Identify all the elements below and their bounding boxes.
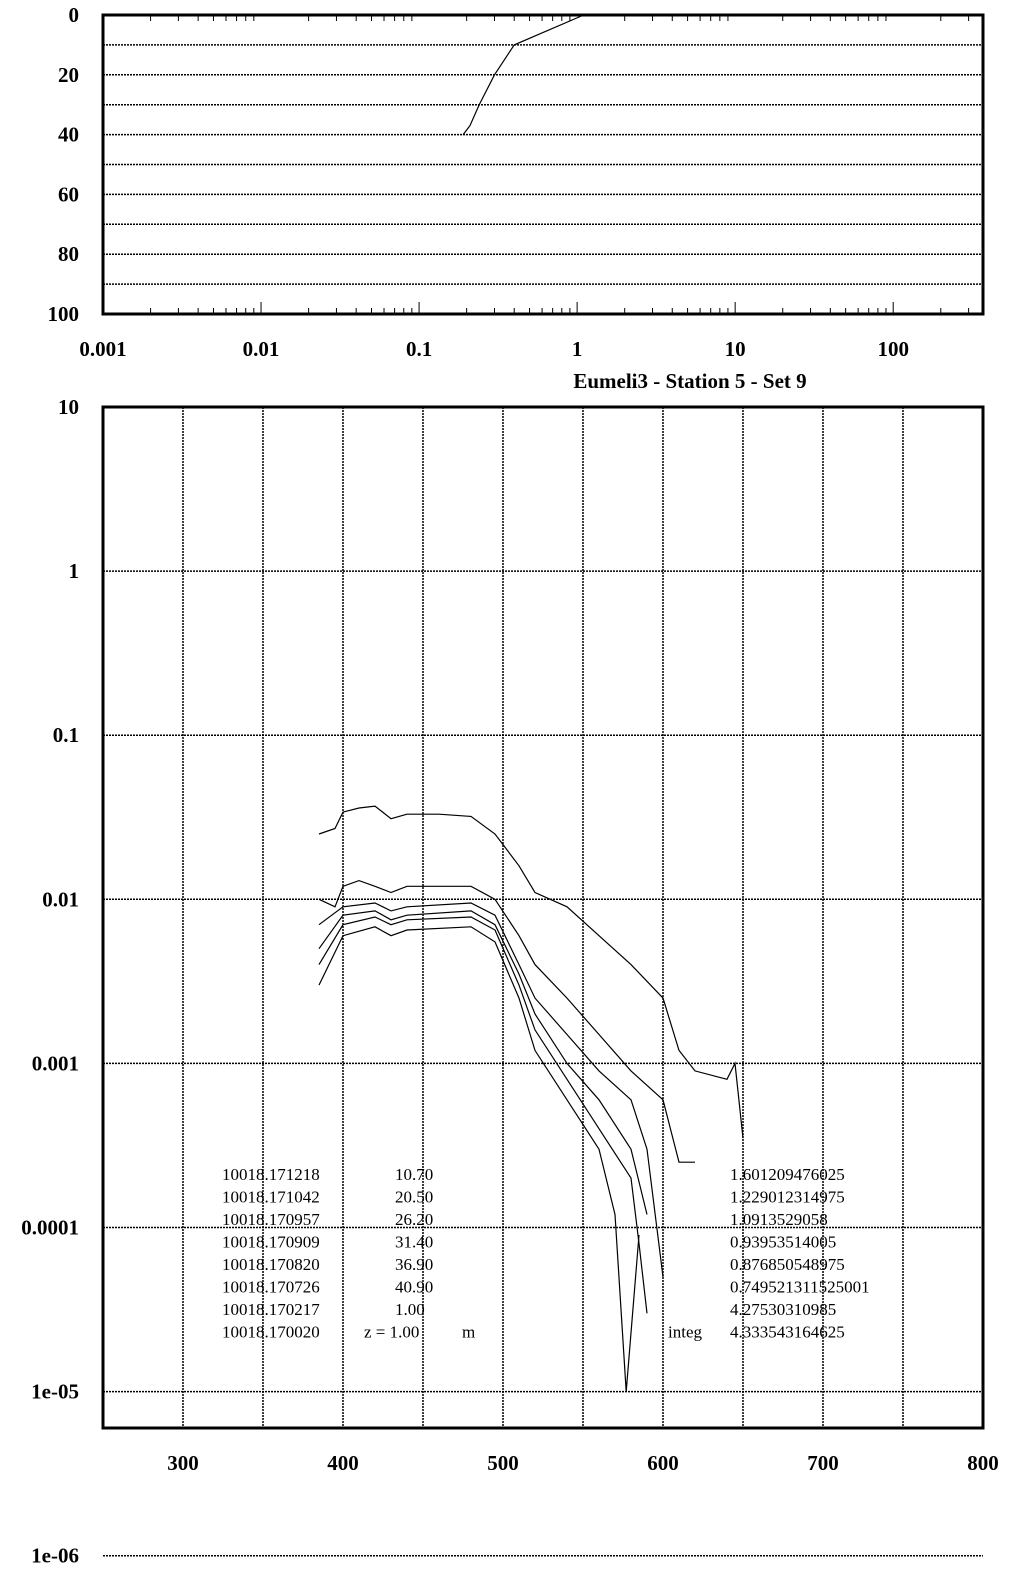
- x-tick-label: 0.001: [79, 337, 126, 361]
- annotation: 4.333543164625: [730, 1323, 845, 1342]
- annotation: 1.601209476025: [730, 1165, 845, 1184]
- y-tick-label: 0.1: [53, 723, 79, 747]
- y-tick-label: 0.0001: [21, 1215, 79, 1239]
- x-tick-label: 500: [487, 1451, 519, 1475]
- x-tick-label: 100: [877, 337, 909, 361]
- annotation: 10018.170217: [222, 1300, 320, 1319]
- x-tick-label: 800: [967, 1451, 999, 1475]
- annotation: 1.00: [395, 1300, 425, 1319]
- data-line: [318, 902, 664, 1277]
- annotation: 10018.171218: [222, 1165, 320, 1184]
- annotation: 20.50: [395, 1188, 433, 1207]
- annotation: 1.0913529058: [730, 1210, 828, 1229]
- y-tick-label: 0.01: [42, 887, 79, 911]
- annotation: 10.70: [395, 1165, 433, 1184]
- y-tick-label: 1: [69, 559, 80, 583]
- annotation: 10018.170820: [222, 1255, 320, 1274]
- y-tick-label: 1e-05: [31, 1380, 79, 1404]
- annotation: 26.20: [395, 1210, 433, 1229]
- x-tick-label: 0.1: [406, 337, 432, 361]
- annotation: 1.229012314975: [730, 1188, 845, 1207]
- x-tick-label: 1: [572, 337, 583, 361]
- y-tick-label: 0: [69, 3, 80, 27]
- x-tick-label: 300: [167, 1451, 199, 1475]
- annotation: 10018.170726: [222, 1278, 320, 1297]
- annotation: 0.876850548975: [730, 1255, 845, 1274]
- annotation: 31.40: [395, 1233, 433, 1252]
- x-tick-label: 700: [807, 1451, 839, 1475]
- data-line: [318, 910, 648, 1215]
- data-line: [462, 14, 584, 135]
- x-tick-label: 600: [647, 1451, 679, 1475]
- y-tick-label: 80: [58, 242, 79, 266]
- data-line: [318, 805, 744, 1139]
- data-line: [318, 916, 648, 1314]
- y-tick-label: 40: [58, 123, 79, 147]
- x-tick-label: 10: [725, 337, 746, 361]
- data-line: [318, 879, 695, 1163]
- x-tick-label: 0.01: [243, 337, 280, 361]
- y-tick-label: 10: [58, 395, 79, 419]
- y-tick-label: 60: [58, 182, 79, 206]
- annotation: m: [462, 1323, 475, 1342]
- data-line: [318, 926, 640, 1392]
- annotation: 4.27530310985: [730, 1300, 836, 1319]
- annotation: 0.749521311525001: [730, 1278, 870, 1297]
- annotation: 10018.170020: [222, 1323, 320, 1342]
- annotation: z = 1.00: [364, 1323, 419, 1342]
- y-tick-label: 0.001: [32, 1051, 79, 1075]
- y-tick-label: 1e-06: [31, 1544, 79, 1568]
- y-tick-label: 20: [58, 63, 79, 87]
- annotation: 10018.171042: [222, 1188, 320, 1207]
- annotation: integ: [668, 1323, 702, 1342]
- plot-frame: [101, 405, 985, 1430]
- x-tick-label: 400: [327, 1451, 359, 1475]
- y-tick-label: 100: [48, 302, 80, 326]
- plot-frame: [101, 13, 985, 316]
- chart-title: Eumeli3 - Station 5 - Set 9: [573, 369, 806, 393]
- annotation: 40.90: [395, 1278, 433, 1297]
- annotation: 10018.170957: [222, 1210, 320, 1229]
- annotation: 36.90: [395, 1255, 433, 1274]
- annotation: 10018.170909: [222, 1233, 320, 1252]
- annotation: 0.93953514005: [730, 1233, 836, 1252]
